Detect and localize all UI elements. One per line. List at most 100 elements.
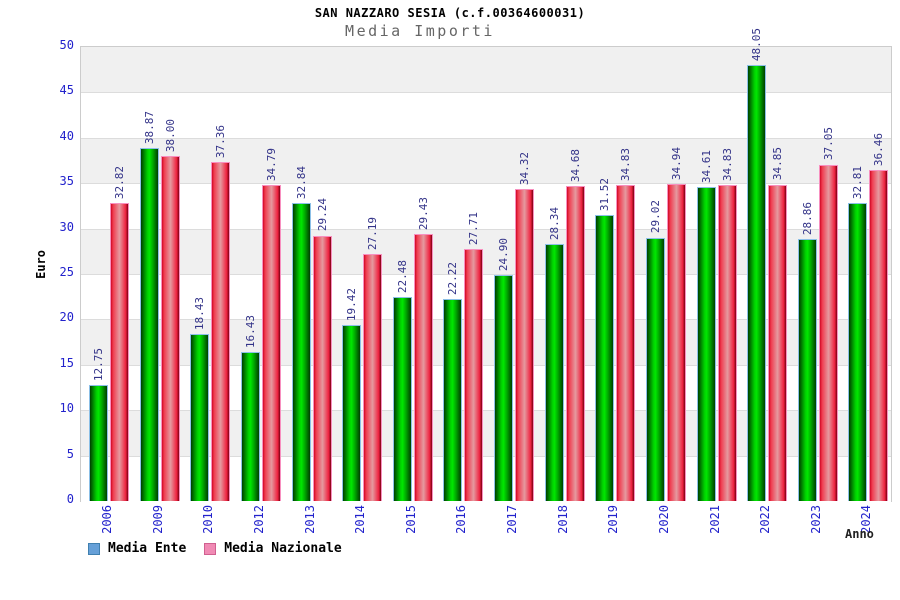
x-tick-label-2020: 2020: [656, 505, 671, 534]
bar-value-label: 22.22: [446, 262, 460, 296]
bar-media-ente-2016: [443, 299, 463, 501]
bar-media-ente-2009: [139, 148, 159, 501]
bar-value-label: 27.19: [366, 217, 380, 251]
bar-media-nazionale-2014: [363, 254, 383, 501]
bar-media-ente-2010: [190, 333, 210, 501]
bar-value-label: 19.42: [345, 287, 359, 321]
grid-band: [81, 47, 891, 93]
bar-media-ente-2006: [89, 385, 108, 501]
legend-label-media-ente: Media Ente: [108, 541, 187, 556]
bar-value-label: 29.24: [315, 198, 329, 232]
bar-value-label: 34.83: [720, 147, 734, 181]
bar-media-ente-2014: [342, 324, 362, 501]
bar-media-nazionale-2010: [211, 161, 231, 501]
bar-media-nazionale-2012: [261, 185, 281, 501]
y-tick-label: 50: [59, 38, 74, 52]
x-tick-label-2021: 2021: [707, 505, 722, 534]
chart-title: SAN NAZZARO SESIA (c.f.00364600031): [314, 6, 586, 20]
y-tick-label: 40: [59, 128, 74, 143]
bar-media-ente-2021: [696, 186, 716, 501]
bar-value-label: 24.90: [497, 237, 510, 271]
x-tick-label-2012: 2012: [251, 505, 266, 534]
y-tick-label: 45: [59, 83, 74, 98]
y-tick-label: 35: [59, 174, 74, 189]
bar-media-ente-2012: [240, 351, 260, 501]
x-tick-label-2019: 2019: [606, 505, 621, 534]
bar-value-label: 34.94: [669, 146, 683, 180]
bar-value-label: 37.36: [214, 124, 228, 158]
bar-media-nazionale-2019: [616, 184, 636, 501]
bar-value-label: 32.81: [851, 165, 865, 200]
media-ente-swatch-icon: [88, 542, 100, 555]
bar-media-ente-2017: [494, 274, 513, 501]
bar-media-nazionale-2015: [413, 233, 433, 501]
bar-value-label: 34.68: [568, 148, 582, 183]
x-tick-label-2010: 2010: [201, 505, 216, 534]
bar-value-label: 12.75: [92, 348, 105, 382]
bar-media-ente-2022: [747, 64, 767, 501]
bar-media-nazionale-2018: [565, 186, 585, 501]
bar-value-label: 29.43: [416, 196, 430, 230]
bar-value-label: 32.82: [113, 165, 126, 199]
x-tick-label-2016: 2016: [454, 505, 469, 534]
bar-media-nazionale-2022: [768, 184, 788, 501]
bar-value-label: 34.79: [264, 147, 278, 182]
legend-item-media-nazionale: Media Nazionale: [204, 541, 342, 556]
bar-value-label: 28.34: [547, 206, 561, 240]
y-tick-label: 15: [59, 355, 74, 370]
y-tick-label: 25: [59, 265, 74, 279]
bar-value-label: 34.85: [771, 147, 785, 181]
bar-value-label: 22.48: [395, 259, 409, 293]
legend: Media Ente Media Nazionale: [88, 541, 342, 556]
bar-media-ente-2015: [392, 296, 412, 501]
bar-media-nazionale-2006: [110, 203, 129, 501]
bar-media-ente-2019: [595, 214, 615, 501]
bar-value-label: 38.00: [163, 118, 177, 152]
bar-value-label: 28.86: [800, 201, 814, 235]
x-tick-label-2023: 2023: [808, 505, 823, 534]
y-tick-label: 0: [66, 492, 74, 506]
bar-value-label: 34.61: [699, 149, 713, 183]
y-tick-label: 5: [66, 446, 74, 461]
x-tick-label-2006: 2006: [100, 505, 114, 534]
x-tick-label-2014: 2014: [353, 505, 368, 534]
bar-media-ente-2024: [848, 203, 868, 501]
x-tick-label-2015: 2015: [403, 505, 418, 534]
bar-value-label: 29.02: [648, 200, 662, 234]
bar-value-label: 37.05: [821, 127, 835, 161]
bar-value-label: 31.52: [598, 177, 612, 211]
bar-media-nazionale-2024: [869, 169, 889, 501]
bar-media-ente-2018: [544, 243, 564, 501]
media-nazionale-swatch-icon: [204, 542, 217, 555]
bar-value-label: 34.83: [619, 147, 633, 181]
legend-item-media-ente: Media Ente: [88, 541, 186, 556]
bar-value-label: 38.87: [142, 110, 156, 145]
bar-media-nazionale-2009: [160, 155, 180, 501]
bar-media-nazionale-2013: [312, 235, 332, 501]
grid-band: [81, 92, 891, 139]
grid-band: [81, 137, 891, 185]
bar-media-nazionale-2021: [717, 184, 737, 501]
x-tick-label-2009: 2009: [150, 505, 165, 534]
bar-media-nazionale-2017: [515, 189, 534, 501]
y-tick-label: 10: [59, 401, 74, 416]
y-tick-label: 30: [59, 219, 74, 234]
x-tick-label-2018: 2018: [555, 505, 570, 534]
bar-media-nazionale-2020: [666, 183, 686, 501]
x-tick-label-2017: 2017: [505, 505, 519, 534]
bar-media-nazionale-2023: [818, 164, 838, 501]
y-tick-label: 20: [59, 310, 74, 325]
bar-value-label: 34.32: [518, 152, 531, 186]
plot-area: 12.75 32.82 38.87 38.00 18.43 37.36 16.43 34.79…: [80, 28, 892, 502]
bar-media-ente-2013: [291, 202, 311, 501]
x-tick-label-2022: 2022: [758, 505, 773, 534]
bar-media-nazionale-2016: [464, 249, 484, 501]
bar-value-label: 36.46: [872, 132, 886, 166]
x-tick-label-2013: 2013: [302, 505, 317, 534]
x-axis-title: Anno: [845, 527, 874, 541]
bar-value-label: 16.43: [243, 314, 257, 348]
bar-value-label: 32.84: [294, 165, 308, 199]
chart-subtitle: Media Importi: [345, 22, 495, 40]
bar-value-label: 27.71: [467, 212, 481, 246]
